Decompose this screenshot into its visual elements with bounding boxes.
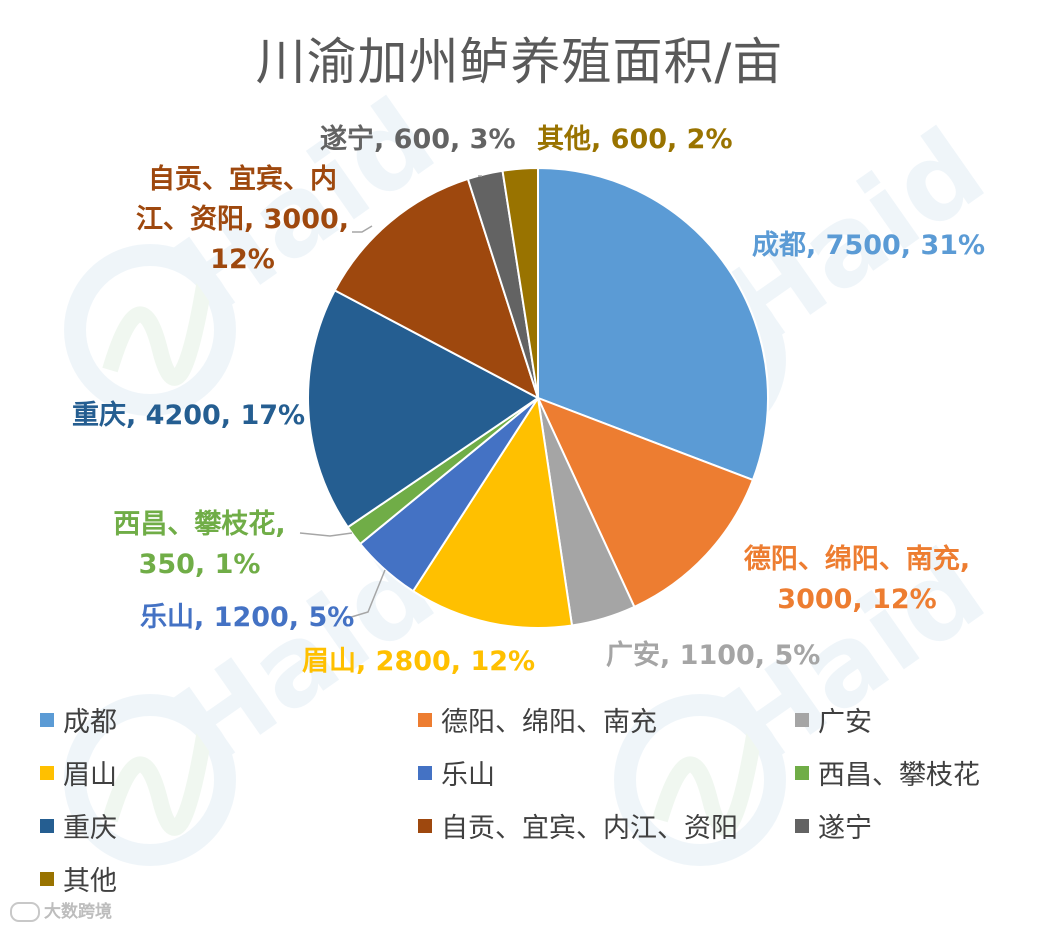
- legend-item: 自贡、宜宾、内江、资阳: [418, 806, 738, 845]
- legend-item: 德阳、绵阳、南充: [418, 700, 657, 739]
- pie-chart: [299, 166, 769, 629]
- brand-text: 大数跨境: [44, 902, 112, 922]
- data-label: 遂宁, 600, 3%: [320, 124, 516, 155]
- data-label: 重庆, 4200, 17%: [72, 400, 306, 431]
- legend-swatch: [40, 712, 54, 727]
- pie-slice: [411, 395, 574, 629]
- legend-label: 乐山: [441, 760, 495, 791]
- data-label: 乐山, 1200, 5%: [140, 602, 355, 633]
- legend-item: 其他: [40, 859, 117, 898]
- pie-slice: [537, 166, 769, 482]
- legend-label: 眉山: [63, 760, 117, 791]
- pie-slice: [333, 177, 540, 401]
- legend-label: 其他: [63, 866, 117, 897]
- data-label: 眉山, 2800, 12%: [302, 646, 536, 677]
- legend-item: 成都: [40, 700, 117, 739]
- legend-label: 遂宁: [818, 813, 872, 844]
- data-label: 其他, 600, 2%: [537, 124, 733, 155]
- legend-label: 德阳、绵阳、南充: [441, 707, 657, 738]
- legend-item: 重庆: [40, 806, 117, 845]
- data-label: 德阳、绵阳、南充, 3000, 12%: [743, 544, 971, 615]
- legend-swatch: [40, 765, 54, 780]
- leader-line: [299, 532, 353, 537]
- legend-swatch: [40, 818, 54, 833]
- data-label: 西昌、攀枝花, 350, 1%: [113, 509, 286, 580]
- legend-label: 西昌、攀枝花: [818, 760, 980, 791]
- legend-label: 成都: [63, 707, 117, 738]
- data-label: 成都, 7500, 31%: [752, 230, 986, 261]
- legend-swatch: [418, 765, 432, 780]
- legend-item: 乐山: [418, 753, 495, 792]
- data-label: 自贡、宜宾、内江、资阳, 3000, 12%: [135, 164, 350, 275]
- legend-label: 自贡、宜宾、内江、资阳: [441, 813, 738, 844]
- brand-mark: 大数跨境: [10, 897, 112, 922]
- legend-swatch: [795, 712, 809, 727]
- legend-swatch: [40, 871, 54, 886]
- data-label: 广安, 1100, 5%: [606, 640, 821, 671]
- pie-slice: [501, 166, 539, 399]
- legend-item: 遂宁: [795, 806, 872, 845]
- legend-label: 广安: [818, 707, 872, 738]
- legend-label: 重庆: [63, 813, 117, 844]
- brand-logo-icon: [10, 902, 40, 922]
- legend-swatch: [795, 818, 809, 833]
- legend-swatch: [418, 712, 432, 727]
- leader-line: [347, 569, 386, 619]
- legend-item: 眉山: [40, 753, 117, 792]
- pie-slice: [536, 396, 755, 609]
- legend-swatch: [418, 818, 432, 833]
- leader-line: [352, 225, 373, 233]
- legend-swatch: [795, 765, 809, 780]
- pie-slice: [307, 289, 540, 529]
- legend-item: 西昌、攀枝花: [795, 753, 980, 792]
- chart-title: 川渝加州鲈养殖面积/亩: [255, 33, 784, 91]
- legend-item: 广安: [795, 700, 872, 739]
